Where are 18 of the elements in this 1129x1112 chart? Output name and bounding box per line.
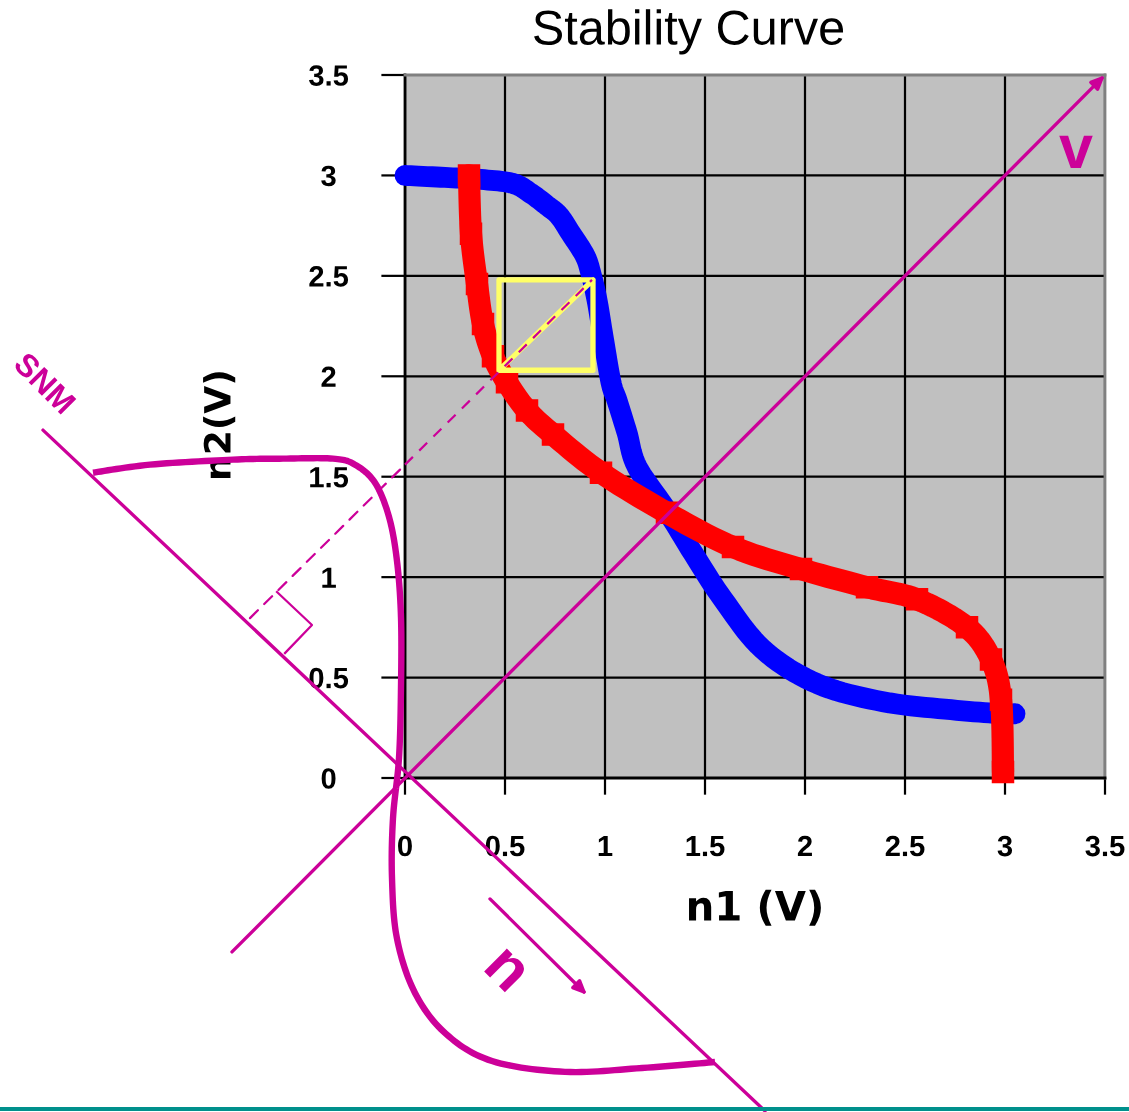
x-tick-label: 1.5 [686,836,725,857]
y-tick-label: 1.5 [310,467,349,488]
x-tick-label: 3.5 [1085,835,1125,857]
annotation: v [1059,135,1093,168]
x-tick-label: 3 [997,835,1013,857]
x-tick-label: 2 [797,835,812,857]
y-tick-label: 2 [321,366,336,387]
x-tick-label: 1 [598,836,613,857]
x-axis-title: n1 (V) [689,889,821,926]
y-tick-label: 0 [321,768,336,789]
x-tick-label: 2.5 [885,835,925,857]
y-tick-label: 3 [321,165,336,187]
text: u [483,948,529,993]
y-tick-label: 1 [322,567,336,588]
y-tick-label: 3.5 [309,65,349,86]
x-tick-label: 0 [398,835,412,857]
chart-title: Stability Curve [534,9,844,55]
y-tick-label: 2.5 [309,266,349,287]
